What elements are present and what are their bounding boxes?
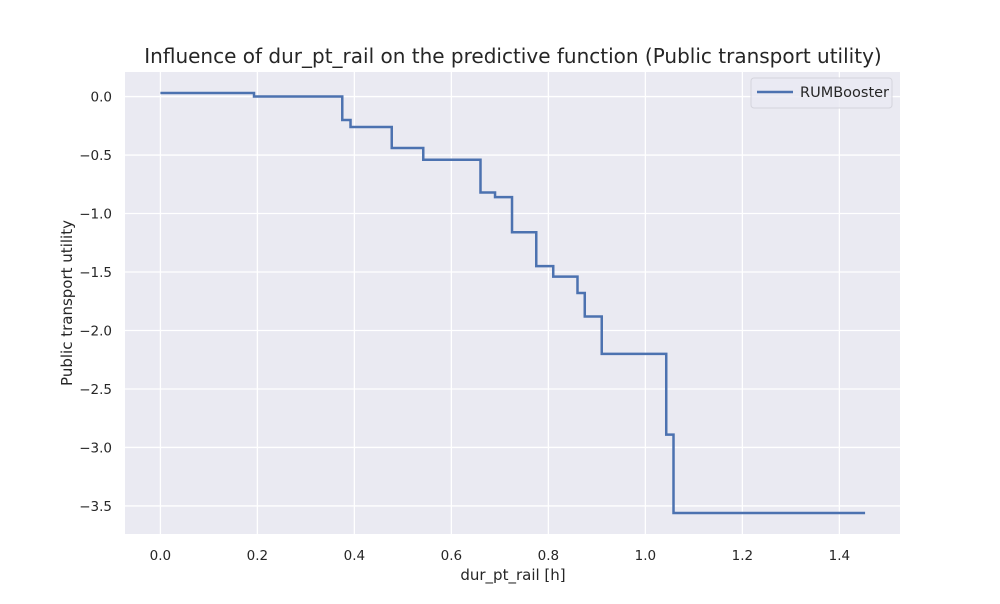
- x-tick-label: 0.4: [344, 548, 365, 564]
- x-tick-label: 0.2: [247, 548, 268, 564]
- x-tick-label: 0.6: [441, 548, 462, 564]
- x-tick-labels: 0.0 0.2 0.4 0.6 0.8 1.0 1.2 1.4: [150, 548, 850, 564]
- y-tick-label: −1.5: [79, 265, 112, 281]
- legend: RUMBooster: [750, 77, 893, 109]
- y-tick-label: 0.0: [91, 90, 112, 106]
- legend-box: [750, 77, 893, 109]
- y-tick-label: −3.0: [79, 440, 112, 456]
- x-tick-label: 0.0: [150, 548, 171, 564]
- y-tick-label: −0.5: [79, 148, 112, 164]
- grid-lines: [125, 72, 900, 534]
- y-axis-label: Public transport utility: [58, 220, 76, 386]
- y-tick-label: −1.0: [79, 207, 112, 223]
- series-line-rumbooster: [160, 91, 866, 515]
- chart-title: Influence of dur_pt_rail on the predicti…: [144, 44, 881, 68]
- series-layer: [160, 91, 866, 515]
- legend-label-rumbooster: RUMBooster: [800, 85, 889, 101]
- x-axis-label: dur_pt_rail [h]: [460, 566, 565, 585]
- y-tick-label: −2.5: [79, 382, 112, 398]
- y-tick-label: −2.0: [79, 323, 112, 339]
- y-tick-label: −3.5: [79, 499, 112, 515]
- x-tick-label: 1.0: [635, 548, 656, 564]
- plot-area: [125, 72, 900, 534]
- x-tick-label: 0.8: [538, 548, 559, 564]
- x-tick-label: 1.4: [829, 548, 850, 564]
- x-tick-label: 1.2: [732, 548, 753, 564]
- y-tick-labels: 0.0 −0.5 −1.0 −1.5 −2.0 −2.5 −3.0 −3.5: [79, 90, 112, 515]
